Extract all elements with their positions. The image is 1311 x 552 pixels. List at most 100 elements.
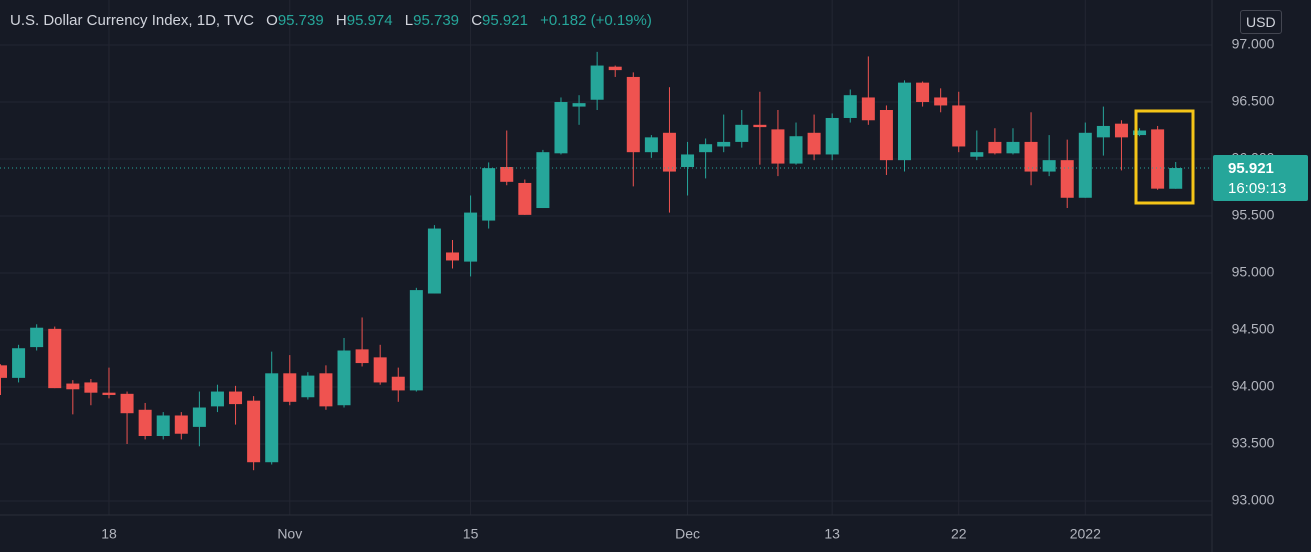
x-tick-label: Dec bbox=[675, 526, 700, 542]
ohlc-label: O bbox=[266, 12, 278, 29]
candle-body bbox=[174, 415, 188, 434]
candle-body bbox=[681, 154, 695, 167]
candle-body bbox=[301, 375, 315, 398]
candle-body bbox=[1060, 160, 1074, 198]
candle-body bbox=[138, 409, 152, 437]
candle-body bbox=[482, 168, 496, 221]
x-tick-label: 22 bbox=[951, 526, 967, 542]
candle-body bbox=[898, 82, 911, 161]
candle-body bbox=[0, 365, 7, 378]
candle-body bbox=[373, 357, 387, 383]
candle-body bbox=[1096, 125, 1110, 138]
candle-body bbox=[229, 391, 243, 405]
candle-body bbox=[789, 136, 803, 164]
last-price-badge bbox=[1213, 155, 1308, 202]
candle-body bbox=[753, 124, 767, 128]
candle-body bbox=[590, 65, 604, 100]
currency-button[interactable]: USD bbox=[1240, 10, 1282, 34]
candle-body bbox=[66, 383, 80, 390]
candle-body bbox=[626, 76, 640, 153]
y-tick-label: 95.000 bbox=[1232, 264, 1275, 280]
candle-body bbox=[807, 132, 821, 155]
last-price-label: 95.921 bbox=[1228, 160, 1274, 177]
y-tick-label: 96.500 bbox=[1232, 93, 1275, 109]
candle-body bbox=[1151, 129, 1165, 189]
candle-body bbox=[572, 103, 586, 107]
candle-body bbox=[409, 290, 423, 391]
candle-body bbox=[500, 166, 514, 182]
countdown-label: 16:09:13 bbox=[1228, 180, 1286, 197]
candle-body bbox=[319, 373, 333, 407]
x-tick-label: 2022 bbox=[1070, 526, 1101, 542]
y-tick-label: 94.000 bbox=[1232, 378, 1275, 394]
candle-body bbox=[644, 137, 658, 153]
candle-body bbox=[934, 97, 948, 106]
candle-body bbox=[192, 407, 206, 427]
candle-body bbox=[283, 373, 297, 402]
candle-body bbox=[120, 393, 134, 414]
ohlc-value: 95.974 bbox=[346, 12, 393, 29]
candle-body bbox=[554, 102, 568, 154]
y-tick-label: 95.500 bbox=[1232, 207, 1275, 223]
candle-body bbox=[1169, 168, 1183, 189]
candle-body bbox=[843, 95, 857, 118]
x-tick-label: 13 bbox=[824, 526, 840, 542]
candle-body bbox=[1024, 141, 1038, 172]
candle-body bbox=[247, 400, 261, 463]
y-tick-label: 97.000 bbox=[1232, 36, 1275, 52]
candle-body bbox=[427, 228, 441, 294]
candle-body bbox=[1114, 123, 1128, 138]
ohlc-value: 95.739 bbox=[277, 12, 324, 29]
ohlc-label: H bbox=[335, 12, 347, 29]
candle-body bbox=[879, 109, 893, 161]
y-tick-label: 93.500 bbox=[1232, 435, 1275, 451]
highlight-box bbox=[1134, 109, 1195, 205]
candle-body bbox=[988, 141, 1002, 154]
candle-body bbox=[735, 124, 749, 142]
x-tick-label: Nov bbox=[277, 526, 302, 542]
candle-body bbox=[952, 105, 966, 147]
x-tick-label: 18 bbox=[101, 526, 117, 542]
candle-body bbox=[156, 415, 170, 437]
y-tick-label: 94.500 bbox=[1232, 321, 1275, 337]
candle-body bbox=[861, 97, 875, 121]
candle-body bbox=[30, 327, 44, 348]
candle-body bbox=[391, 376, 405, 391]
candle-body bbox=[536, 152, 550, 209]
candle-body bbox=[12, 348, 26, 378]
ohlc-value: 95.739 bbox=[413, 12, 460, 29]
candle-body bbox=[265, 373, 279, 463]
candle-body bbox=[825, 117, 839, 155]
candle-body bbox=[1006, 141, 1020, 154]
candle-body bbox=[102, 392, 116, 395]
candle-body bbox=[970, 152, 984, 157]
candle-body bbox=[717, 141, 731, 147]
ohlc-label: C bbox=[471, 12, 483, 29]
legend-header: U.S. Dollar Currency Index, 1D, TVC O95.… bbox=[10, 12, 652, 29]
candle-body bbox=[608, 66, 622, 71]
x-tick-label: 15 bbox=[463, 526, 479, 542]
candle-body bbox=[48, 328, 62, 389]
candle-body bbox=[771, 129, 785, 164]
change: +0.182 (+0.19%) bbox=[540, 12, 652, 29]
candle-body bbox=[337, 350, 351, 406]
ohlc-label: L bbox=[404, 12, 414, 29]
candle-body bbox=[355, 349, 369, 364]
candle-body bbox=[210, 391, 224, 407]
candle-body bbox=[464, 212, 478, 262]
candle-body bbox=[1078, 132, 1092, 198]
candle-body bbox=[699, 144, 713, 153]
candle-body bbox=[1133, 130, 1147, 136]
candle-body bbox=[518, 182, 532, 215]
candle-body bbox=[84, 382, 98, 393]
ohlc-value: 95.921 bbox=[482, 12, 528, 29]
candle-body bbox=[446, 252, 459, 261]
candle-body bbox=[916, 82, 930, 103]
y-tick-label: 93.000 bbox=[1232, 492, 1275, 508]
candle-body bbox=[662, 132, 676, 172]
symbol-title: U.S. Dollar Currency Index, 1D, TVC bbox=[10, 12, 254, 29]
candle-body bbox=[1042, 160, 1056, 172]
